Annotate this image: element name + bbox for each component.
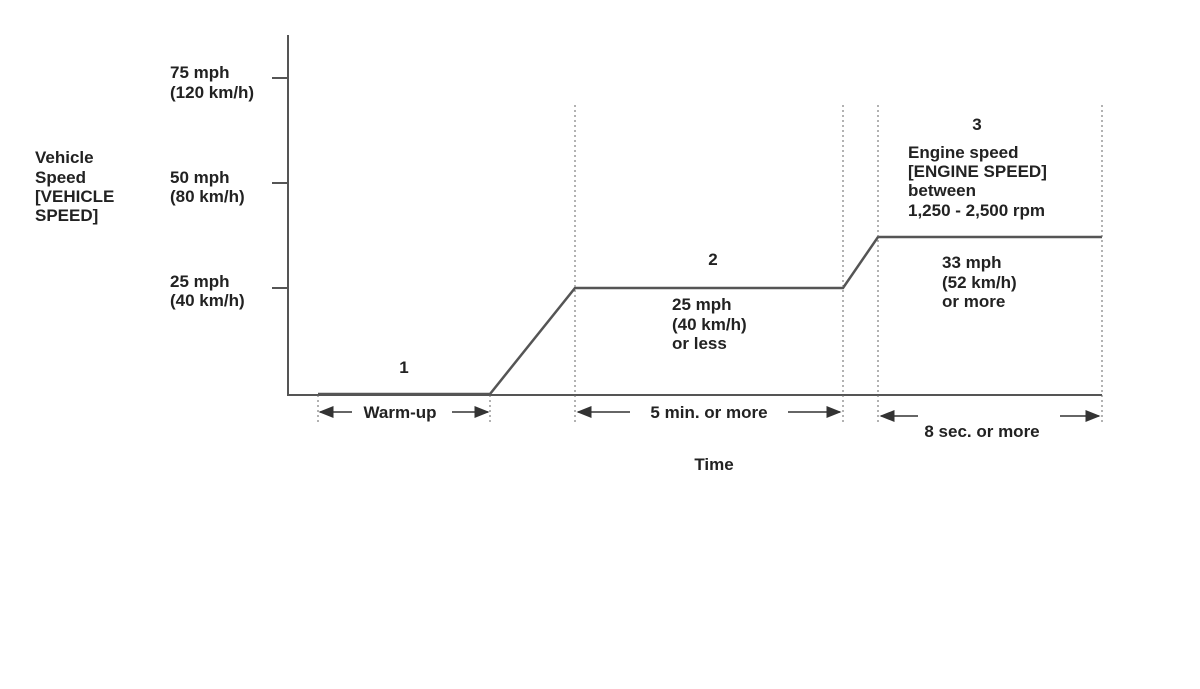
y-tick-label: 25 mph [170, 272, 230, 291]
phase-condition: (52 km/h) [942, 273, 1017, 292]
phase-note: Engine speed [908, 143, 1019, 162]
phase-duration: 5 min. or more [650, 403, 767, 422]
phase-condition: 33 mph [942, 253, 1002, 272]
phase-duration: 8 sec. or more [924, 422, 1039, 441]
phase-condition: 25 mph [672, 295, 732, 314]
phase-condition: (40 km/h) [672, 315, 747, 334]
y-tick-label: 50 mph [170, 168, 230, 187]
phase-condition: or more [942, 292, 1005, 311]
phase-note: [ENGINE SPEED] [908, 162, 1047, 181]
phase-duration: Warm-up [363, 403, 436, 422]
y-tick-label: (120 km/h) [170, 83, 254, 102]
speed-profile [318, 235, 1102, 396]
y-axis-label: SPEED] [35, 206, 98, 225]
y-tick-label: (80 km/h) [170, 187, 245, 206]
x-axis-label: Time [694, 455, 733, 474]
y-axis-label: Vehicle [35, 148, 94, 167]
axes [272, 35, 1102, 396]
y-axis-label: Speed [35, 168, 86, 187]
y-tick-label: (40 km/h) [170, 291, 245, 310]
y-tick-label: 75 mph [170, 63, 230, 82]
duration-arrows [318, 406, 1101, 422]
phase-condition: or less [672, 334, 727, 353]
phase-number: 1 [399, 358, 408, 377]
phase-number: 3 [972, 115, 981, 134]
y-axis-label: [VEHICLE [35, 187, 114, 206]
phase-note: 1,250 - 2,500 rpm [908, 201, 1045, 220]
phase-note: between [908, 181, 976, 200]
phase-number: 2 [708, 250, 717, 269]
